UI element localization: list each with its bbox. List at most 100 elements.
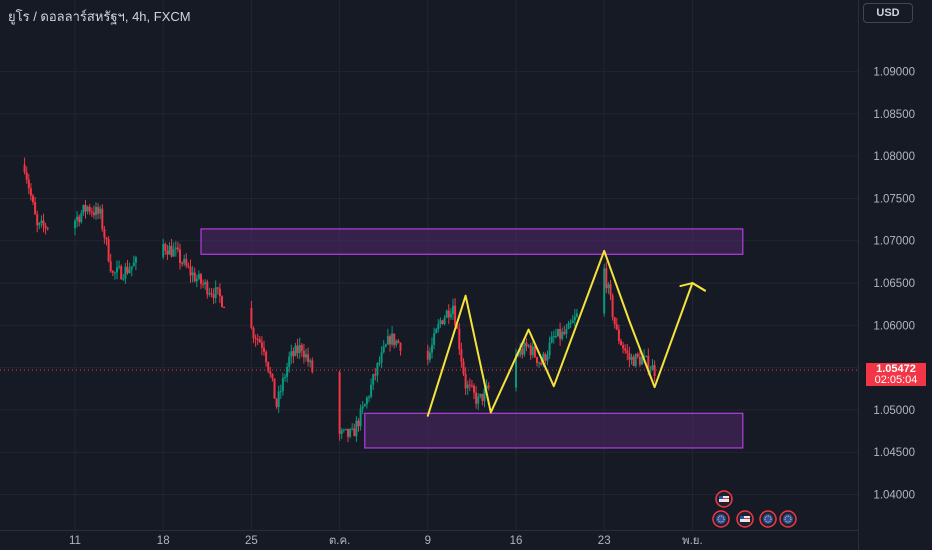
candle <box>611 293 614 321</box>
candle <box>250 300 253 330</box>
candle <box>441 319 444 325</box>
supply-demand-zone[interactable] <box>364 412 744 449</box>
candle <box>122 273 125 281</box>
us-flag-icon[interactable] <box>736 510 754 528</box>
candle-body <box>357 420 360 427</box>
projection-path[interactable] <box>426 249 706 417</box>
us-flag-icon[interactable] <box>715 490 733 508</box>
time-axis-label: 16 <box>510 535 523 547</box>
candle-body <box>521 349 524 355</box>
candle-body <box>29 188 32 196</box>
candle-body <box>82 204 85 214</box>
candle <box>458 323 461 356</box>
candle <box>82 204 85 216</box>
candle <box>183 254 186 267</box>
candle-body <box>437 323 440 330</box>
candle <box>617 324 620 345</box>
candle-body <box>208 293 211 295</box>
eu-flag-icon[interactable] <box>759 510 777 528</box>
candle-body <box>620 340 622 346</box>
candle-body <box>546 355 549 361</box>
candle-body <box>567 323 570 330</box>
candle <box>557 328 559 337</box>
supply-demand-zone[interactable] <box>200 228 744 255</box>
price-axis-label: 1.06500 <box>873 278 915 290</box>
candle-body <box>36 214 39 226</box>
candle <box>134 255 137 271</box>
candle <box>624 344 627 354</box>
candle-body <box>200 274 202 284</box>
candle <box>197 270 200 281</box>
candle-body <box>653 365 656 377</box>
candle-body <box>38 222 41 226</box>
candle-body <box>120 266 123 280</box>
candle <box>86 205 89 215</box>
candle <box>634 353 637 368</box>
candle <box>632 354 635 367</box>
eu-flag-icon[interactable] <box>712 510 730 528</box>
candle <box>193 267 196 283</box>
candle-body <box>74 220 76 229</box>
candle-body <box>309 360 312 363</box>
candle <box>483 384 486 408</box>
candle <box>552 330 555 344</box>
candle <box>571 315 574 324</box>
candle <box>34 196 37 215</box>
candle <box>384 343 387 348</box>
candle <box>344 428 347 431</box>
candle <box>607 281 610 294</box>
candle-body <box>641 357 643 365</box>
candle <box>365 395 368 409</box>
candle-body <box>296 345 299 354</box>
candle-body <box>565 329 568 334</box>
candle-body <box>636 353 639 357</box>
candle <box>284 373 286 382</box>
candle <box>187 262 190 269</box>
price-axis-label: 1.07500 <box>873 193 915 205</box>
candle <box>565 323 568 339</box>
candle-body <box>124 266 127 279</box>
candle-body <box>477 396 480 404</box>
candle <box>351 423 354 431</box>
symbol-label[interactable]: ยูโร / ดอลลาร์สหรัฐฯ, 4h, FXCM <box>8 9 191 24</box>
candle-body <box>134 257 137 263</box>
candle-body <box>92 212 95 216</box>
candle <box>269 366 272 378</box>
candle <box>452 298 454 321</box>
candle <box>536 356 538 367</box>
currency-button[interactable]: USD <box>863 3 913 23</box>
time-axis-label: พ.ย. <box>682 535 703 547</box>
time-axis-label: ต.ค. <box>329 535 351 547</box>
candle-body <box>258 339 261 343</box>
candle <box>120 264 123 280</box>
candle-body <box>370 384 373 397</box>
candle <box>636 352 639 359</box>
candle <box>92 205 95 219</box>
flag-stripe <box>740 518 750 519</box>
candle-body <box>454 305 457 326</box>
candle <box>349 427 352 439</box>
candle-body <box>647 355 650 372</box>
candle <box>538 361 541 368</box>
candle-body <box>485 385 488 389</box>
eu-flag-icon[interactable] <box>779 510 797 528</box>
candle <box>464 367 467 395</box>
candle-body <box>462 361 465 374</box>
time-axis-label: 25 <box>245 535 258 547</box>
candle <box>214 280 217 304</box>
candle-body <box>359 408 362 427</box>
candle <box>300 343 303 358</box>
plot-area[interactable] <box>0 157 858 449</box>
candle <box>454 298 457 327</box>
price-axis-label: 1.06000 <box>873 320 915 332</box>
flag-stars <box>764 515 772 523</box>
candle-body <box>630 356 633 360</box>
candle <box>294 342 297 357</box>
candle-body <box>286 366 289 377</box>
candle-body <box>34 202 37 215</box>
candle-body <box>605 268 608 289</box>
candle <box>263 340 265 356</box>
candle-body <box>218 288 221 297</box>
candle <box>548 336 551 360</box>
